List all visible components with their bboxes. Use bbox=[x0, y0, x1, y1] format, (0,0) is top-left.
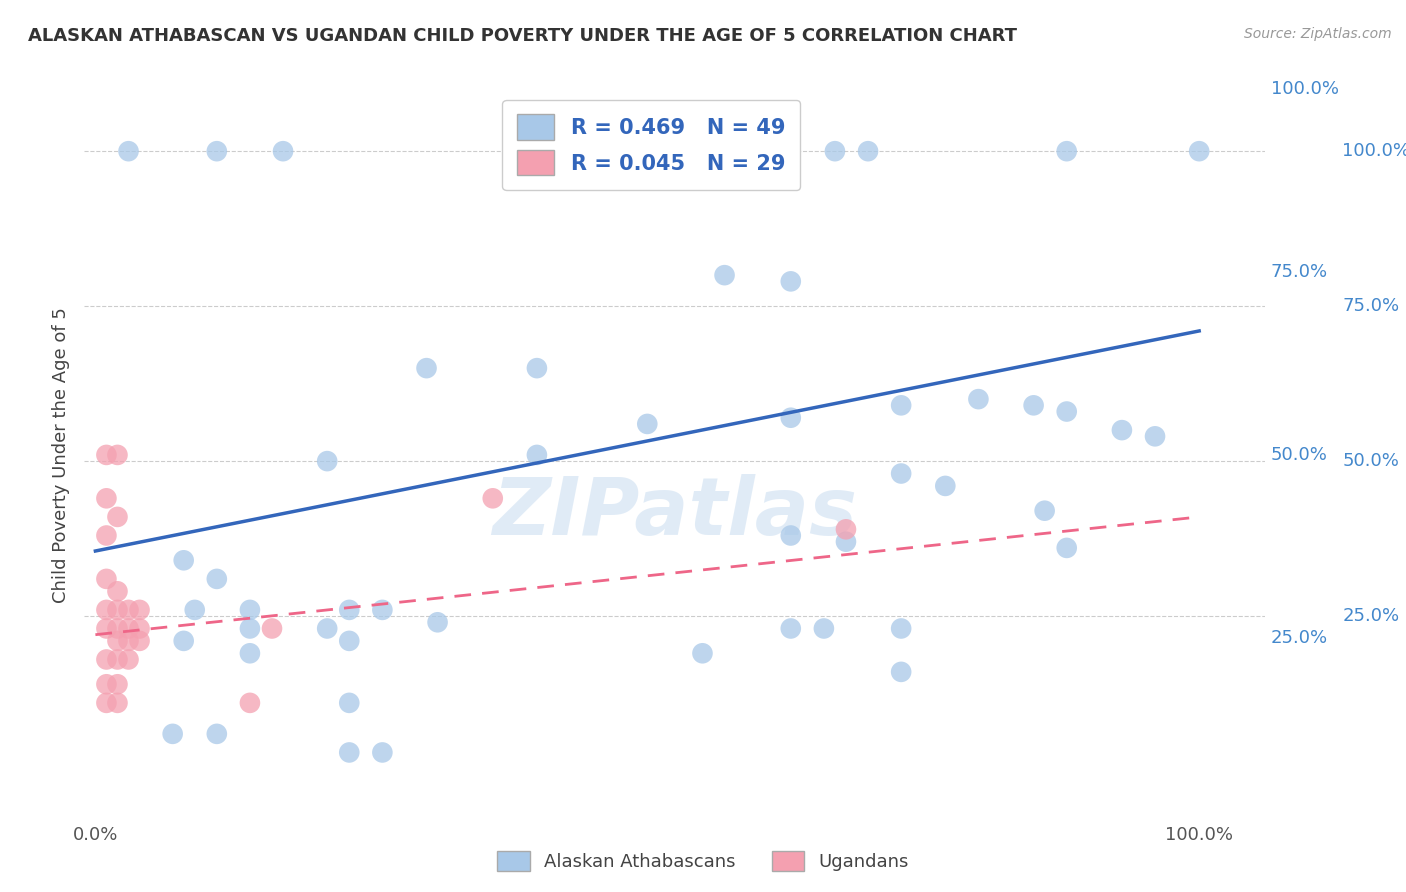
Text: 25.0%: 25.0% bbox=[1271, 629, 1329, 647]
Point bbox=[890, 622, 912, 636]
Point bbox=[890, 665, 912, 679]
Point bbox=[96, 622, 118, 636]
Point bbox=[128, 633, 150, 648]
Text: 75.0%: 75.0% bbox=[1343, 297, 1399, 315]
Text: 50.0%: 50.0% bbox=[1343, 452, 1399, 470]
Point bbox=[239, 603, 262, 617]
Point bbox=[481, 491, 503, 506]
Point bbox=[205, 572, 228, 586]
Point bbox=[835, 522, 858, 536]
Point bbox=[239, 622, 262, 636]
Point bbox=[205, 144, 228, 158]
Point bbox=[107, 696, 129, 710]
Text: 100.0%: 100.0% bbox=[1271, 80, 1339, 98]
Point bbox=[107, 652, 129, 666]
Point bbox=[1056, 404, 1078, 418]
Y-axis label: Child Poverty Under the Age of 5: Child Poverty Under the Age of 5 bbox=[52, 307, 70, 603]
Point bbox=[890, 398, 912, 412]
Point bbox=[824, 144, 846, 158]
Point bbox=[692, 646, 714, 660]
Point bbox=[117, 144, 139, 158]
Point bbox=[239, 646, 262, 660]
Point bbox=[779, 410, 801, 425]
Point bbox=[173, 633, 195, 648]
Text: ZIPatlas: ZIPatlas bbox=[492, 475, 858, 552]
Point bbox=[107, 622, 129, 636]
Point bbox=[96, 603, 118, 617]
Point bbox=[271, 144, 294, 158]
Point bbox=[96, 491, 118, 506]
Point bbox=[107, 603, 129, 617]
Point bbox=[107, 677, 129, 691]
Point bbox=[779, 528, 801, 542]
Point bbox=[934, 479, 956, 493]
Point bbox=[1056, 144, 1078, 158]
Point bbox=[128, 622, 150, 636]
Point bbox=[835, 534, 858, 549]
Point bbox=[526, 448, 548, 462]
Point bbox=[117, 633, 139, 648]
Point bbox=[337, 603, 360, 617]
Point bbox=[96, 448, 118, 462]
Point bbox=[713, 268, 735, 282]
Point bbox=[96, 677, 118, 691]
Text: 50.0%: 50.0% bbox=[1271, 446, 1327, 464]
Point bbox=[128, 603, 150, 617]
Point bbox=[117, 652, 139, 666]
Point bbox=[173, 553, 195, 567]
Point bbox=[371, 746, 394, 760]
Point bbox=[779, 274, 801, 288]
Point bbox=[1188, 144, 1211, 158]
Text: 75.0%: 75.0% bbox=[1271, 263, 1329, 281]
Point bbox=[184, 603, 207, 617]
Point bbox=[107, 448, 129, 462]
Point bbox=[426, 615, 449, 630]
Legend: R = 0.469   N = 49, R = 0.045   N = 29: R = 0.469 N = 49, R = 0.045 N = 29 bbox=[502, 100, 800, 190]
Point bbox=[415, 361, 437, 376]
Point bbox=[779, 622, 801, 636]
Point bbox=[117, 603, 139, 617]
Text: Source: ZipAtlas.com: Source: ZipAtlas.com bbox=[1244, 27, 1392, 41]
Point bbox=[371, 603, 394, 617]
Point bbox=[96, 572, 118, 586]
Point bbox=[1143, 429, 1166, 443]
Legend: Alaskan Athabascans, Ugandans: Alaskan Athabascans, Ugandans bbox=[489, 844, 917, 879]
Point bbox=[526, 361, 548, 376]
Point bbox=[205, 727, 228, 741]
Point bbox=[1111, 423, 1133, 437]
Point bbox=[260, 622, 283, 636]
Text: 100.0%: 100.0% bbox=[1343, 142, 1406, 161]
Point bbox=[96, 528, 118, 542]
Text: ALASKAN ATHABASCAN VS UGANDAN CHILD POVERTY UNDER THE AGE OF 5 CORRELATION CHART: ALASKAN ATHABASCAN VS UGANDAN CHILD POVE… bbox=[28, 27, 1017, 45]
Point bbox=[636, 417, 658, 431]
Point bbox=[239, 696, 262, 710]
Point bbox=[96, 652, 118, 666]
Point bbox=[107, 633, 129, 648]
Point bbox=[96, 696, 118, 710]
Point bbox=[337, 746, 360, 760]
Point bbox=[107, 509, 129, 524]
Point bbox=[316, 454, 339, 468]
Point bbox=[967, 392, 990, 406]
Point bbox=[337, 633, 360, 648]
Point bbox=[117, 622, 139, 636]
Point bbox=[1033, 504, 1056, 518]
Point bbox=[856, 144, 879, 158]
Point bbox=[107, 584, 129, 599]
Point bbox=[1056, 541, 1078, 555]
Point bbox=[813, 622, 835, 636]
Text: 25.0%: 25.0% bbox=[1343, 607, 1399, 625]
Point bbox=[162, 727, 184, 741]
Point bbox=[890, 467, 912, 481]
Point bbox=[337, 696, 360, 710]
Point bbox=[316, 622, 339, 636]
Point bbox=[1022, 398, 1045, 412]
